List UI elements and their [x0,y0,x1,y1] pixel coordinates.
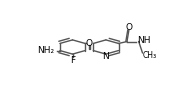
Text: F: F [70,56,75,65]
Text: O: O [125,22,132,31]
Text: O: O [86,39,93,48]
Text: NH₂: NH₂ [37,46,54,55]
Text: CH₃: CH₃ [143,51,157,60]
Text: N: N [102,52,109,61]
Text: NH: NH [137,36,150,45]
